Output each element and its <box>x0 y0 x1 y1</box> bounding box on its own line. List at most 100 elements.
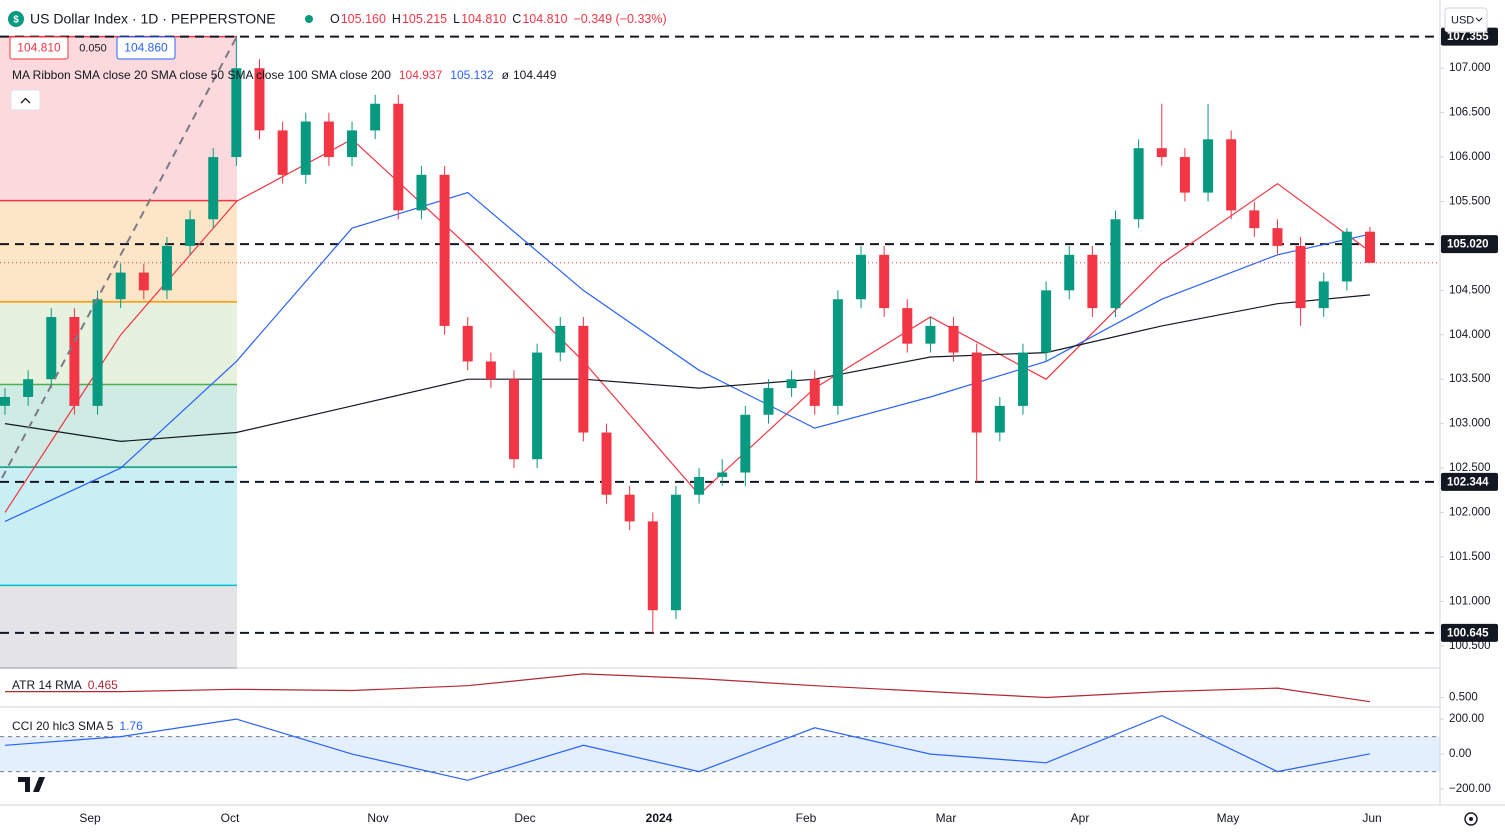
symbol-title[interactable]: US Dollar Index · 1D · PEPPERSTONE <box>30 11 276 27</box>
moving-average <box>4 294 1371 443</box>
y-tick-label: 100.500 <box>1449 640 1491 652</box>
indicator-label: ATR 14 RMA <box>12 678 82 692</box>
y-tick-label: 103.500 <box>1449 373 1491 385</box>
price-label: 107.355 <box>1447 31 1489 43</box>
collapse-icon <box>20 97 31 104</box>
ask-price[interactable]: 104.860 <box>124 41 168 55</box>
plot-layer <box>0 35 1440 781</box>
collapse-button[interactable] <box>10 89 41 111</box>
x-tick-label: Nov <box>367 811 388 825</box>
y-tick-label: 105.500 <box>1449 196 1491 208</box>
ohlc-part: H <box>392 12 401 26</box>
y-tick-label: 106.000 <box>1449 151 1491 163</box>
price-label-bg <box>1441 235 1498 254</box>
candle-body <box>1087 254 1098 309</box>
y-tick-label: 102.000 <box>1449 507 1491 519</box>
settings-icon[interactable] <box>1464 812 1478 826</box>
currency-chevron <box>1475 17 1483 22</box>
price-label: 100.645 <box>1447 627 1489 639</box>
candle-body <box>763 388 774 415</box>
candle-body <box>370 103 381 131</box>
fib-band <box>0 384 237 468</box>
candle-body <box>740 414 751 473</box>
candle-body <box>161 245 172 291</box>
candle-body <box>1318 281 1329 309</box>
cci-legend: CCI 20 hlc3 SMA 5 1.76 <box>12 719 143 733</box>
price-label: 102.344 <box>1447 476 1489 488</box>
candle-body <box>856 254 867 300</box>
candle-body <box>1017 352 1028 406</box>
candle-body <box>1203 139 1214 193</box>
candle-body <box>300 121 311 175</box>
candle-body <box>485 361 496 380</box>
x-tick-label: Oct <box>221 811 240 825</box>
y-tick-label: 104.000 <box>1449 329 1491 341</box>
y-tick-label: 0.500 <box>1449 692 1478 704</box>
ohlc-part: 105.160 <box>341 12 386 26</box>
overlay-layer: 100.500 101.000 101.500 102.000 102.500 103.0… <box>79 27 1498 825</box>
ma-legend-value: ø <box>502 68 510 82</box>
candle-body <box>1156 148 1167 158</box>
price-label-bg <box>1441 623 1498 642</box>
x-tick-label: Dec <box>514 811 535 825</box>
ma-legend-label: MA Ribbon SMA close 20 SMA close 50 SMA … <box>12 68 391 82</box>
market-status <box>305 15 313 23</box>
candle-body <box>23 379 34 397</box>
price-label: 105.020 <box>1447 239 1489 251</box>
candle-body <box>1341 231 1352 282</box>
ohlc-part: O <box>330 12 340 26</box>
sell-button[interactable] <box>9 36 69 60</box>
candle-body <box>694 476 705 495</box>
price-label-bg <box>1441 472 1498 491</box>
candle-body <box>46 317 57 380</box>
fib-layer <box>0 35 1440 773</box>
symbol-icon-glyph: $ <box>13 15 19 26</box>
y-tick-label: 103.000 <box>1449 418 1491 430</box>
candle-body <box>994 405 1005 433</box>
symbol-icon[interactable] <box>8 11 24 27</box>
ohlc-part: 105.215 <box>402 12 447 26</box>
fib-band <box>0 585 237 668</box>
y-tick-label: 107.000 <box>1449 62 1491 74</box>
bid-price[interactable]: 104.810 <box>17 41 61 55</box>
candle-body <box>971 352 982 433</box>
ohlc-part: 104.810 <box>461 12 506 26</box>
candle-body <box>624 494 635 522</box>
currency[interactable]: USD <box>1451 14 1474 26</box>
tradingview-logo[interactable] <box>18 777 45 792</box>
x-tick-label: Sep <box>79 811 101 825</box>
candle-body <box>601 432 612 495</box>
fib-band <box>0 36 237 201</box>
candle-body <box>555 325 566 353</box>
candle-body <box>185 219 196 246</box>
cci-band <box>0 736 1440 772</box>
candle-body <box>0 396 10 406</box>
currency-button[interactable] <box>1444 7 1488 33</box>
y-tick-label: 0.00 <box>1449 748 1471 760</box>
fib-band <box>0 467 237 586</box>
candle-body <box>670 494 681 611</box>
candle-body <box>462 325 473 362</box>
candle-body <box>1041 290 1052 353</box>
candle-body <box>508 379 519 460</box>
ma-legend: MA Ribbon SMA close 20 SMA close 50 SMA … <box>12 68 557 82</box>
candle-body <box>416 174 427 211</box>
x-tick-label: Mar <box>936 811 957 825</box>
indicator-value: 1.76 <box>119 719 143 733</box>
y-tick-label: 101.500 <box>1449 551 1491 563</box>
candle-body <box>1249 210 1260 229</box>
candle-body <box>69 317 80 406</box>
x-tick-label: May <box>1217 811 1240 825</box>
y-tick-label: −200.00 <box>1449 783 1491 795</box>
fib-band <box>0 301 237 385</box>
candle-body <box>208 157 219 220</box>
candle-body <box>1064 254 1075 291</box>
buy-button[interactable] <box>116 36 176 60</box>
candle-body <box>323 121 334 158</box>
candle-body <box>809 379 820 406</box>
x-tick-label: 2024 <box>646 811 673 825</box>
candle-body <box>138 272 149 291</box>
spread: 0.050 <box>79 42 107 54</box>
